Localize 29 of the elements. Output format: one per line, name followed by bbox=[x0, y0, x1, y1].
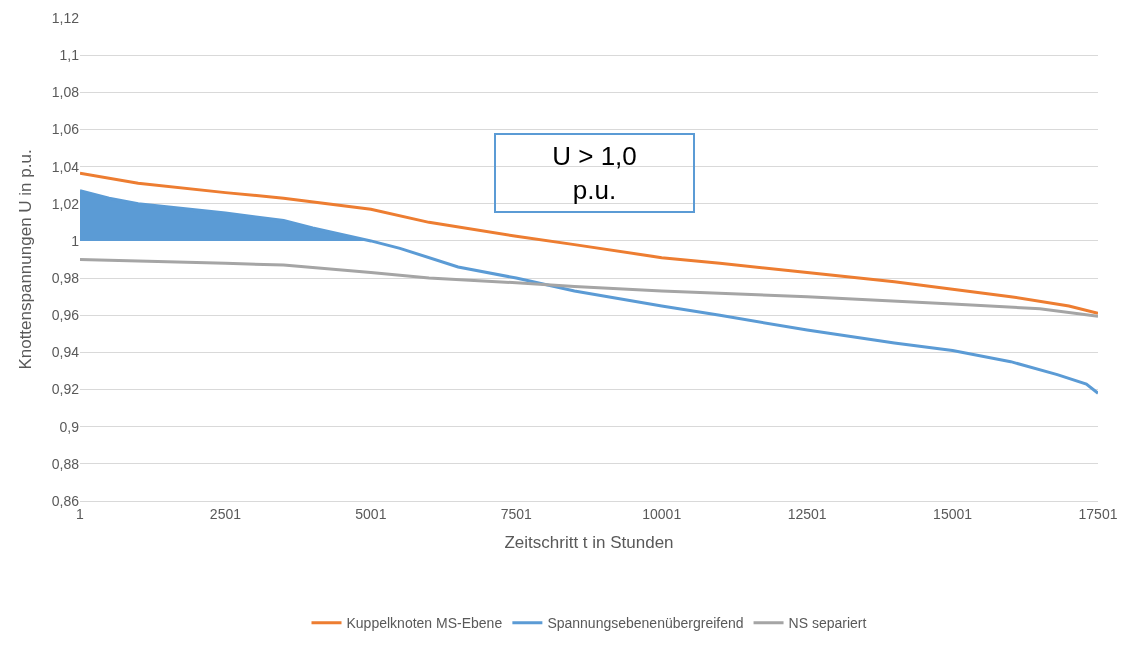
y-tick-label: 0,98 bbox=[51, 269, 80, 286]
x-tick-label: 2501 bbox=[209, 505, 242, 522]
x-tick-label: 12501 bbox=[787, 505, 827, 522]
x-axis-title: Zeitschritt t in Stunden bbox=[504, 533, 674, 553]
y-tick-label: 0,94 bbox=[51, 344, 80, 361]
line-series bbox=[80, 171, 1098, 315]
legend-label: Spannungsebenenübergreifend bbox=[547, 615, 744, 632]
line-series bbox=[80, 258, 1098, 318]
legend-label: NS separiert bbox=[788, 615, 867, 632]
y-tick-label: 0,92 bbox=[51, 381, 80, 398]
legend-label: Kuppelknoten MS-Ebene bbox=[346, 615, 503, 632]
x-tick-label: 17501 bbox=[1078, 505, 1118, 522]
y-tick-label: 1,04 bbox=[51, 158, 80, 175]
y-tick-label: 1,06 bbox=[51, 121, 80, 138]
y-tick-label: 1,12 bbox=[51, 9, 80, 26]
annotation: U > 1,0 p.u. bbox=[552, 141, 637, 205]
y-tick-label: 1,02 bbox=[51, 195, 80, 212]
y-tick-label: 1,08 bbox=[51, 84, 80, 101]
y-tick-label: 0,88 bbox=[51, 455, 80, 472]
y-tick-label: 1 bbox=[71, 232, 80, 249]
y-tick-label: 0,86 bbox=[51, 492, 80, 509]
y-tick-label: 0,96 bbox=[51, 307, 80, 324]
x-tick-label: 5001 bbox=[355, 505, 387, 522]
y-axis-title: Knottenspannungen U in p.u. bbox=[16, 149, 36, 370]
x-tick-label: 10001 bbox=[642, 505, 682, 522]
x-tick-label: 7501 bbox=[500, 505, 533, 522]
x-tick-label: 15001 bbox=[933, 505, 973, 522]
y-tick-label: 1,1 bbox=[59, 47, 80, 64]
y-tick-label: 0,9 bbox=[59, 418, 80, 435]
